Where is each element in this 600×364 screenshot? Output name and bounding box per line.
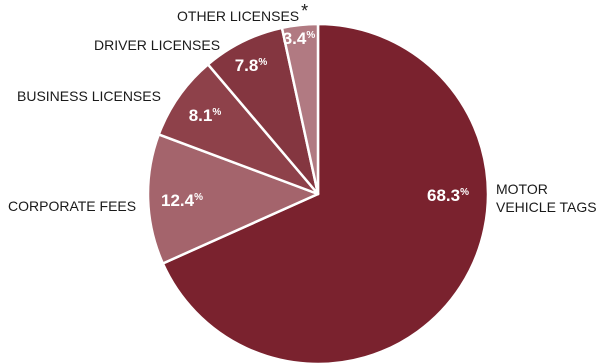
category-label-driver-licenses: DRIVER LICENSES	[94, 37, 220, 53]
category-label-line: BUSINESS LICENSES	[17, 88, 161, 104]
category-label-line: DRIVER LICENSES	[94, 37, 220, 53]
footnote-mark: *	[301, 1, 308, 21]
slice-value: 68.3	[427, 186, 460, 205]
slice-unit: %	[460, 187, 469, 198]
slice-value: 8.1	[189, 106, 213, 125]
pie-slice-other-licenses	[280, 22, 320, 196]
pie-slice-motor-vehicle-tags	[161, 22, 490, 364]
category-label-corporate-fees: CORPORATE FEES	[8, 198, 136, 214]
category-label-line: OTHER LICENSES	[177, 8, 299, 24]
pie-slices	[146, 22, 490, 364]
slice-unit: %	[194, 192, 203, 203]
slice-value-label: 8.1%	[189, 106, 222, 125]
slice-unit: %	[306, 30, 315, 41]
slice-value: 12.4	[161, 191, 195, 210]
slice-value-label: 7.8%	[235, 56, 268, 75]
slice-value-label: 68.3%	[427, 186, 469, 205]
category-label-line: VEHICLE TAGS	[496, 199, 597, 215]
category-label-other-licenses: OTHER LICENSES *	[177, 1, 308, 24]
slice-value-label: 12.4%	[161, 191, 203, 210]
category-label-motor-vehicle-tags: MOTOR VEHICLE TAGS	[496, 181, 597, 215]
category-label-line: CORPORATE FEES	[8, 198, 136, 214]
category-label-business-licenses: BUSINESS LICENSES	[17, 88, 161, 104]
slice-unit: %	[258, 57, 267, 68]
slice-value: 7.8	[235, 56, 259, 75]
category-label-line: MOTOR	[496, 181, 548, 197]
slice-value: 3.4	[283, 29, 307, 48]
slice-value-label: 3.4%	[283, 29, 316, 48]
category-labels: MOTOR VEHICLE TAGS CORPORATE FEES BUSINESS …	[8, 1, 597, 215]
pie-slice-corporate-fees	[146, 133, 320, 265]
slice-unit: %	[212, 107, 221, 118]
slice-value-labels: 68.3%12.4%8.1%7.8%3.4%	[161, 29, 469, 210]
